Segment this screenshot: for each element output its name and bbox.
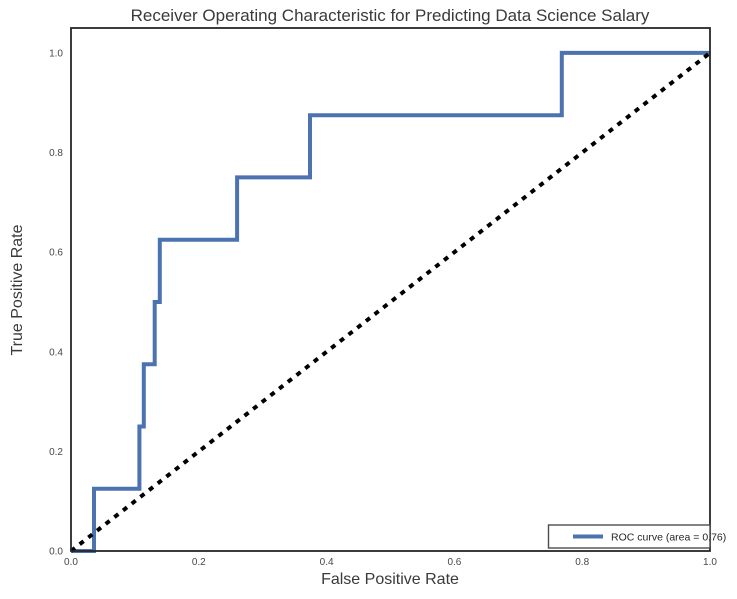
y-tick-label: 0.2 <box>49 447 63 458</box>
x-tick-label: 0.6 <box>447 557 461 568</box>
series-group <box>69 50 712 553</box>
y-tick-label: 0.0 <box>49 547 63 558</box>
y-tick-label: 0.6 <box>49 248 63 259</box>
x-tick-label: 1.0 <box>703 557 717 568</box>
y-tick-label: 0.8 <box>49 148 63 159</box>
chart-title: Receiver Operating Characteristic for Pr… <box>131 6 650 25</box>
x-tick-label: 0.4 <box>320 557 334 568</box>
legend-entry-label: ROC curve (area = 0.76) <box>611 532 726 544</box>
x-tick-label: 0.0 <box>64 557 78 568</box>
y-tick-label: 1.0 <box>49 48 63 59</box>
legend-frame <box>547 524 711 549</box>
y-axis-label: True Positive Rate <box>9 224 26 355</box>
x-axis-label: False Positive Rate <box>321 571 459 588</box>
y-tick-label: 0.4 <box>49 347 63 358</box>
plot-area <box>71 28 710 551</box>
axes-spines <box>70 27 711 552</box>
roc-curve-line <box>71 50 710 553</box>
chance-diagonal-line <box>69 51 712 553</box>
y-tick-labels: 0.0 0.2 0.4 0.6 0.8 1.0 <box>49 48 63 557</box>
x-tick-label: 0.2 <box>192 557 206 568</box>
x-tick-labels: 0.0 0.2 0.4 0.6 0.8 1.0 <box>64 557 717 568</box>
legend: ROC curve (area = 0.76) <box>547 524 726 549</box>
x-tick-label: 0.8 <box>575 557 589 568</box>
